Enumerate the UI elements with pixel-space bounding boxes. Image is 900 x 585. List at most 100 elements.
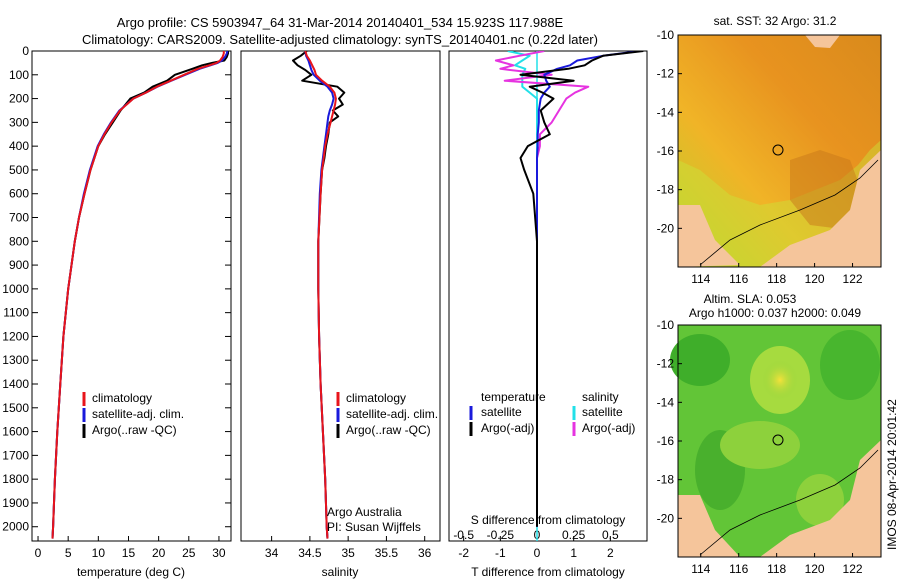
- difference-legend: temperature salinity satellite Argo(-adj…: [469, 390, 635, 436]
- sst-map-title: sat. SST: 32 Argo: 31.2: [714, 14, 837, 28]
- x-tick-label: 34.5: [298, 546, 322, 560]
- legend-satellite: satellite-adj. clim.: [92, 407, 184, 421]
- map-x-tick-label: 114: [691, 562, 710, 576]
- legend-s-satellite: satellite: [582, 405, 623, 419]
- depth-tick-label: 1800: [2, 472, 29, 486]
- salinity-legend: climatology satellite-adj. clim. Argo(..…: [336, 391, 438, 438]
- x-tick-label: 0: [534, 546, 541, 560]
- sla-map: Altim. SLA: 0.053 Argo h1000: 0.037 h200…: [657, 292, 882, 576]
- temperature-legend: climatology satellite-adj. clim. Argo(..…: [82, 391, 184, 438]
- series-line-t-satellite: [536, 51, 640, 527]
- sla-map-title-1: Altim. SLA: 0.053: [704, 292, 797, 306]
- depth-tick-label: 1100: [3, 306, 29, 320]
- map-y-tick-label: -16: [657, 434, 675, 448]
- depth-tick-label: 1000: [2, 282, 29, 296]
- depth-tick-label: 600: [9, 187, 29, 201]
- x-tick-label: 34: [265, 546, 279, 560]
- x-tick-label: 35: [341, 546, 355, 560]
- x-tick-label: 30: [212, 546, 226, 560]
- x-tick-label: -2: [458, 546, 469, 560]
- depth-tick-label: 700: [9, 211, 29, 225]
- map-x-tick-label: 116: [729, 272, 748, 286]
- depth-tick-label: 1200: [2, 329, 29, 343]
- depth-tick-label: 2000: [2, 520, 29, 534]
- sla-x-tick-labels: 114 116 118 120 122: [691, 553, 863, 576]
- x-tick-label: 15: [122, 546, 136, 560]
- header-line-2: Climatology: CARS2009. Satellite-adjuste…: [82, 32, 598, 47]
- salinity-panel: 34 34.5 35 35.5 36 salinity climatology sate…: [240, 50, 441, 579]
- salinity-tick-labels: 34 34.5 35 35.5 36: [265, 536, 432, 560]
- depth-tick-label: 1400: [2, 377, 29, 391]
- map-x-tick-label: 118: [767, 562, 786, 576]
- sal-diff-tick-label: 0.5: [602, 528, 619, 542]
- sla-map-title-2: Argo h1000: 0.037 h2000: 0.049: [689, 306, 861, 320]
- x-tick-label: -1: [495, 546, 506, 560]
- x-tick-label: 36: [418, 546, 432, 560]
- series-line-climatology: [304, 51, 337, 539]
- x-tick-label: 10: [92, 546, 106, 560]
- legend-t-satellite: satellite: [481, 405, 522, 419]
- sla-y-tick-labels: -10 -12 -14 -16 -18 -20: [657, 318, 682, 525]
- depth-tick-label: 900: [9, 258, 29, 272]
- sst-y-tick-labels: -10 -12 -14 -16 -18 -20: [657, 28, 682, 235]
- map-x-tick-label: 116: [729, 562, 748, 576]
- temperature-tick-labels: 0 5 10 15 20 25 30: [35, 536, 226, 560]
- map-y-tick-label: -10: [657, 318, 675, 332]
- map-y-tick-label: -16: [657, 144, 675, 158]
- map-x-tick-label: 122: [843, 562, 863, 576]
- depth-tick-label: 800: [9, 234, 29, 248]
- sst-map: sat. SST: 32 Argo: 31.2 114 116 118 120 122 …: [657, 14, 882, 286]
- map-y-tick-label: -18: [657, 473, 675, 487]
- series-line-climatology: [51, 51, 225, 539]
- map-y-tick-label: -20: [657, 511, 675, 525]
- sal-diff-tick-label: 0.25: [562, 528, 586, 542]
- legend-satellite-sal: satellite-adj. clim.: [346, 407, 438, 421]
- annotation-argo-australia: Argo Australia: [327, 505, 402, 519]
- x-tick-label: 0: [35, 546, 42, 560]
- depth-tick-label: 1600: [2, 425, 29, 439]
- depth-tick-label: 500: [9, 163, 29, 177]
- map-y-tick-label: -12: [657, 357, 675, 371]
- legend-header-temperature: temperature: [481, 390, 546, 404]
- x-tick-label: 5: [65, 546, 72, 560]
- map-y-tick-label: -12: [657, 67, 675, 81]
- map-y-tick-label: -20: [657, 221, 675, 235]
- depth-tick-label: 1500: [2, 401, 29, 415]
- difference-series: [494, 51, 644, 541]
- x-tick-label: 2: [607, 546, 614, 560]
- salinity-xlabel: salinity: [322, 565, 359, 579]
- sal-diff-tick-label: -0.5: [453, 528, 474, 542]
- x-tick-label: 1: [570, 546, 577, 560]
- legend-climatology-sal: climatology: [346, 391, 406, 405]
- map-x-tick-label: 120: [805, 272, 825, 286]
- x-tick-label: 20: [152, 546, 166, 560]
- map-x-tick-label: 118: [767, 272, 786, 286]
- legend-argo: Argo(..raw -QC): [92, 423, 177, 437]
- header-line-1: Argo profile: CS 5903947_64 31-Mar-2014 …: [117, 15, 564, 30]
- depth-tick-label: 400: [9, 139, 29, 153]
- legend-s-argo: Argo(-adj): [582, 421, 635, 435]
- depth-tick-label: 100: [9, 68, 29, 82]
- map-y-tick-label: -14: [657, 105, 675, 119]
- depth-tick-label: 0: [22, 44, 29, 58]
- map-x-tick-label: 120: [805, 562, 825, 576]
- map-y-tick-label: -14: [657, 395, 675, 409]
- depth-tick-label: 300: [9, 115, 29, 129]
- legend-argo-sal: Argo(..raw -QC): [346, 423, 431, 437]
- map-y-tick-label: -10: [657, 28, 675, 42]
- difference-xlabel-top: S difference from climatology: [471, 513, 626, 527]
- legend-t-argo: Argo(-adj): [481, 421, 534, 435]
- map-x-tick-label: 114: [691, 272, 710, 286]
- legend-climatology: climatology: [92, 391, 152, 405]
- x-tick-label: 35.5: [375, 546, 399, 560]
- difference-xlabel: T difference from climatology: [471, 565, 625, 579]
- temperature-xlabel: temperature (deg C): [77, 565, 185, 579]
- depth-tick-label: 1300: [2, 353, 29, 367]
- series-line-t-argo-adj-: [519, 51, 644, 527]
- sst-x-tick-labels: 114 116 118 120 122: [691, 263, 863, 286]
- depth-tick-label: 200: [9, 92, 29, 106]
- temperature-series: [51, 51, 229, 539]
